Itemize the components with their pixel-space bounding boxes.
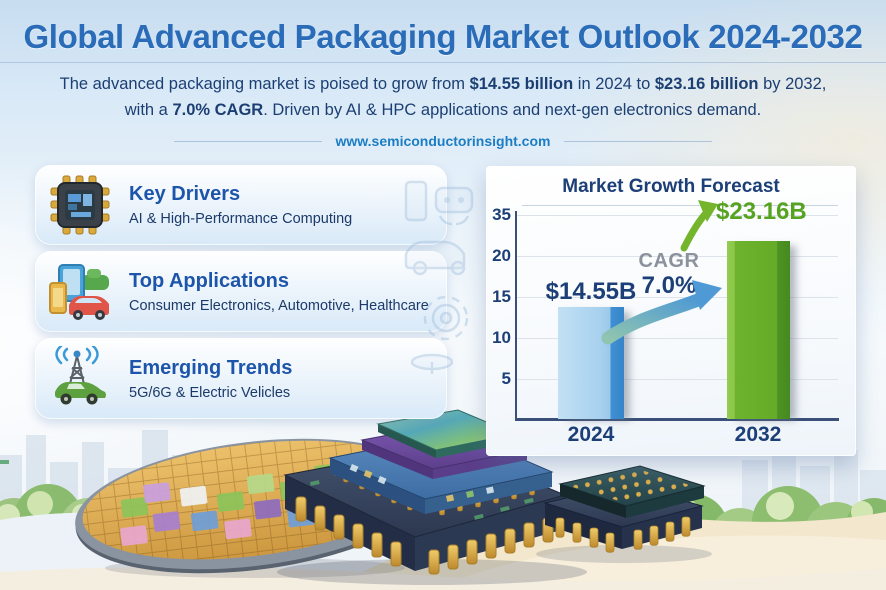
bar-value-2032: $23.16B (716, 198, 807, 225)
chart-panel: Market Growth Forecast 35 20 15 10 5 $14… (486, 166, 856, 456)
y-axis-tick: 20 (492, 246, 511, 265)
header-divider (0, 62, 886, 63)
devices-car-icon (49, 263, 109, 320)
hill-right-light (430, 535, 886, 590)
divider-line (564, 140, 713, 142)
card-emerging-trends: Emerging Trends 5G/6G & Electric Velicle… (35, 338, 447, 419)
gridline (516, 215, 838, 216)
divider-line (173, 140, 322, 142)
chart-title-divider (522, 205, 838, 206)
semiconductor-scene-illustration (0, 409, 886, 590)
watermark-icons (404, 180, 474, 374)
y-axis-line (515, 211, 517, 419)
bar-2032 (727, 241, 790, 419)
phone-watermark-icon (404, 180, 428, 222)
subtitle: The advanced packaging market is poised … (59, 75, 827, 120)
bar-2024 (558, 307, 624, 419)
gridline (516, 256, 838, 257)
card-description: 5G/6G & Electric Velicles (129, 384, 291, 401)
x-axis-label-2024: 2024 (567, 423, 615, 446)
tree-watermark-icon (410, 353, 454, 374)
card-description: Consumer Electronics, Automotive, Health… (129, 297, 429, 314)
card-title: Emerging Trends (129, 356, 293, 379)
microchip-icon (50, 175, 110, 235)
cagr-value: 7.0% (641, 272, 697, 299)
card-text: Key Drivers AI & High-Performance Comput… (129, 183, 352, 227)
y-axis-tick: 10 (492, 328, 511, 347)
page-title: Global Advanced Packaging Market Outlook… (23, 18, 863, 55)
car-watermark-icon (404, 240, 466, 276)
cagr-label: CAGR (638, 250, 700, 272)
card-title: Key Drivers (129, 183, 241, 205)
x-axis-line (515, 418, 839, 421)
y-axis-tick: 15 (492, 287, 511, 306)
gridline (516, 379, 838, 380)
y-axis-tick: 35 (492, 205, 511, 224)
website-link[interactable]: www.semiconductorinsight.com (335, 133, 551, 149)
robot-watermark-icon (434, 186, 474, 226)
card-text: Emerging Trends 5G/6G & Electric Velicle… (129, 357, 292, 401)
website-row: www.semiconductorinsight.com (0, 133, 886, 149)
chip-stack-illustration (0, 409, 567, 575)
card-title: Top Applications (129, 269, 289, 292)
card-description: AI & High-Performance Computing (129, 211, 353, 227)
growth-arrow-icon (680, 200, 718, 252)
gear-watermark-icon (423, 295, 469, 341)
card-key-drivers: Key Drivers AI & High-Performance Comput… (35, 165, 447, 245)
chart-title: Market Growth Forecast (562, 176, 780, 197)
bga-chip-illustration (543, 465, 706, 553)
card-top-applications: Top Applications Consumer Electronics, A… (35, 251, 447, 332)
antenna-car-icon (55, 345, 106, 404)
card-text: Top Applications Consumer Electronics, A… (129, 270, 429, 314)
x-axis-label-2032: 2032 (734, 423, 782, 446)
y-axis-tick: 5 (501, 369, 511, 388)
